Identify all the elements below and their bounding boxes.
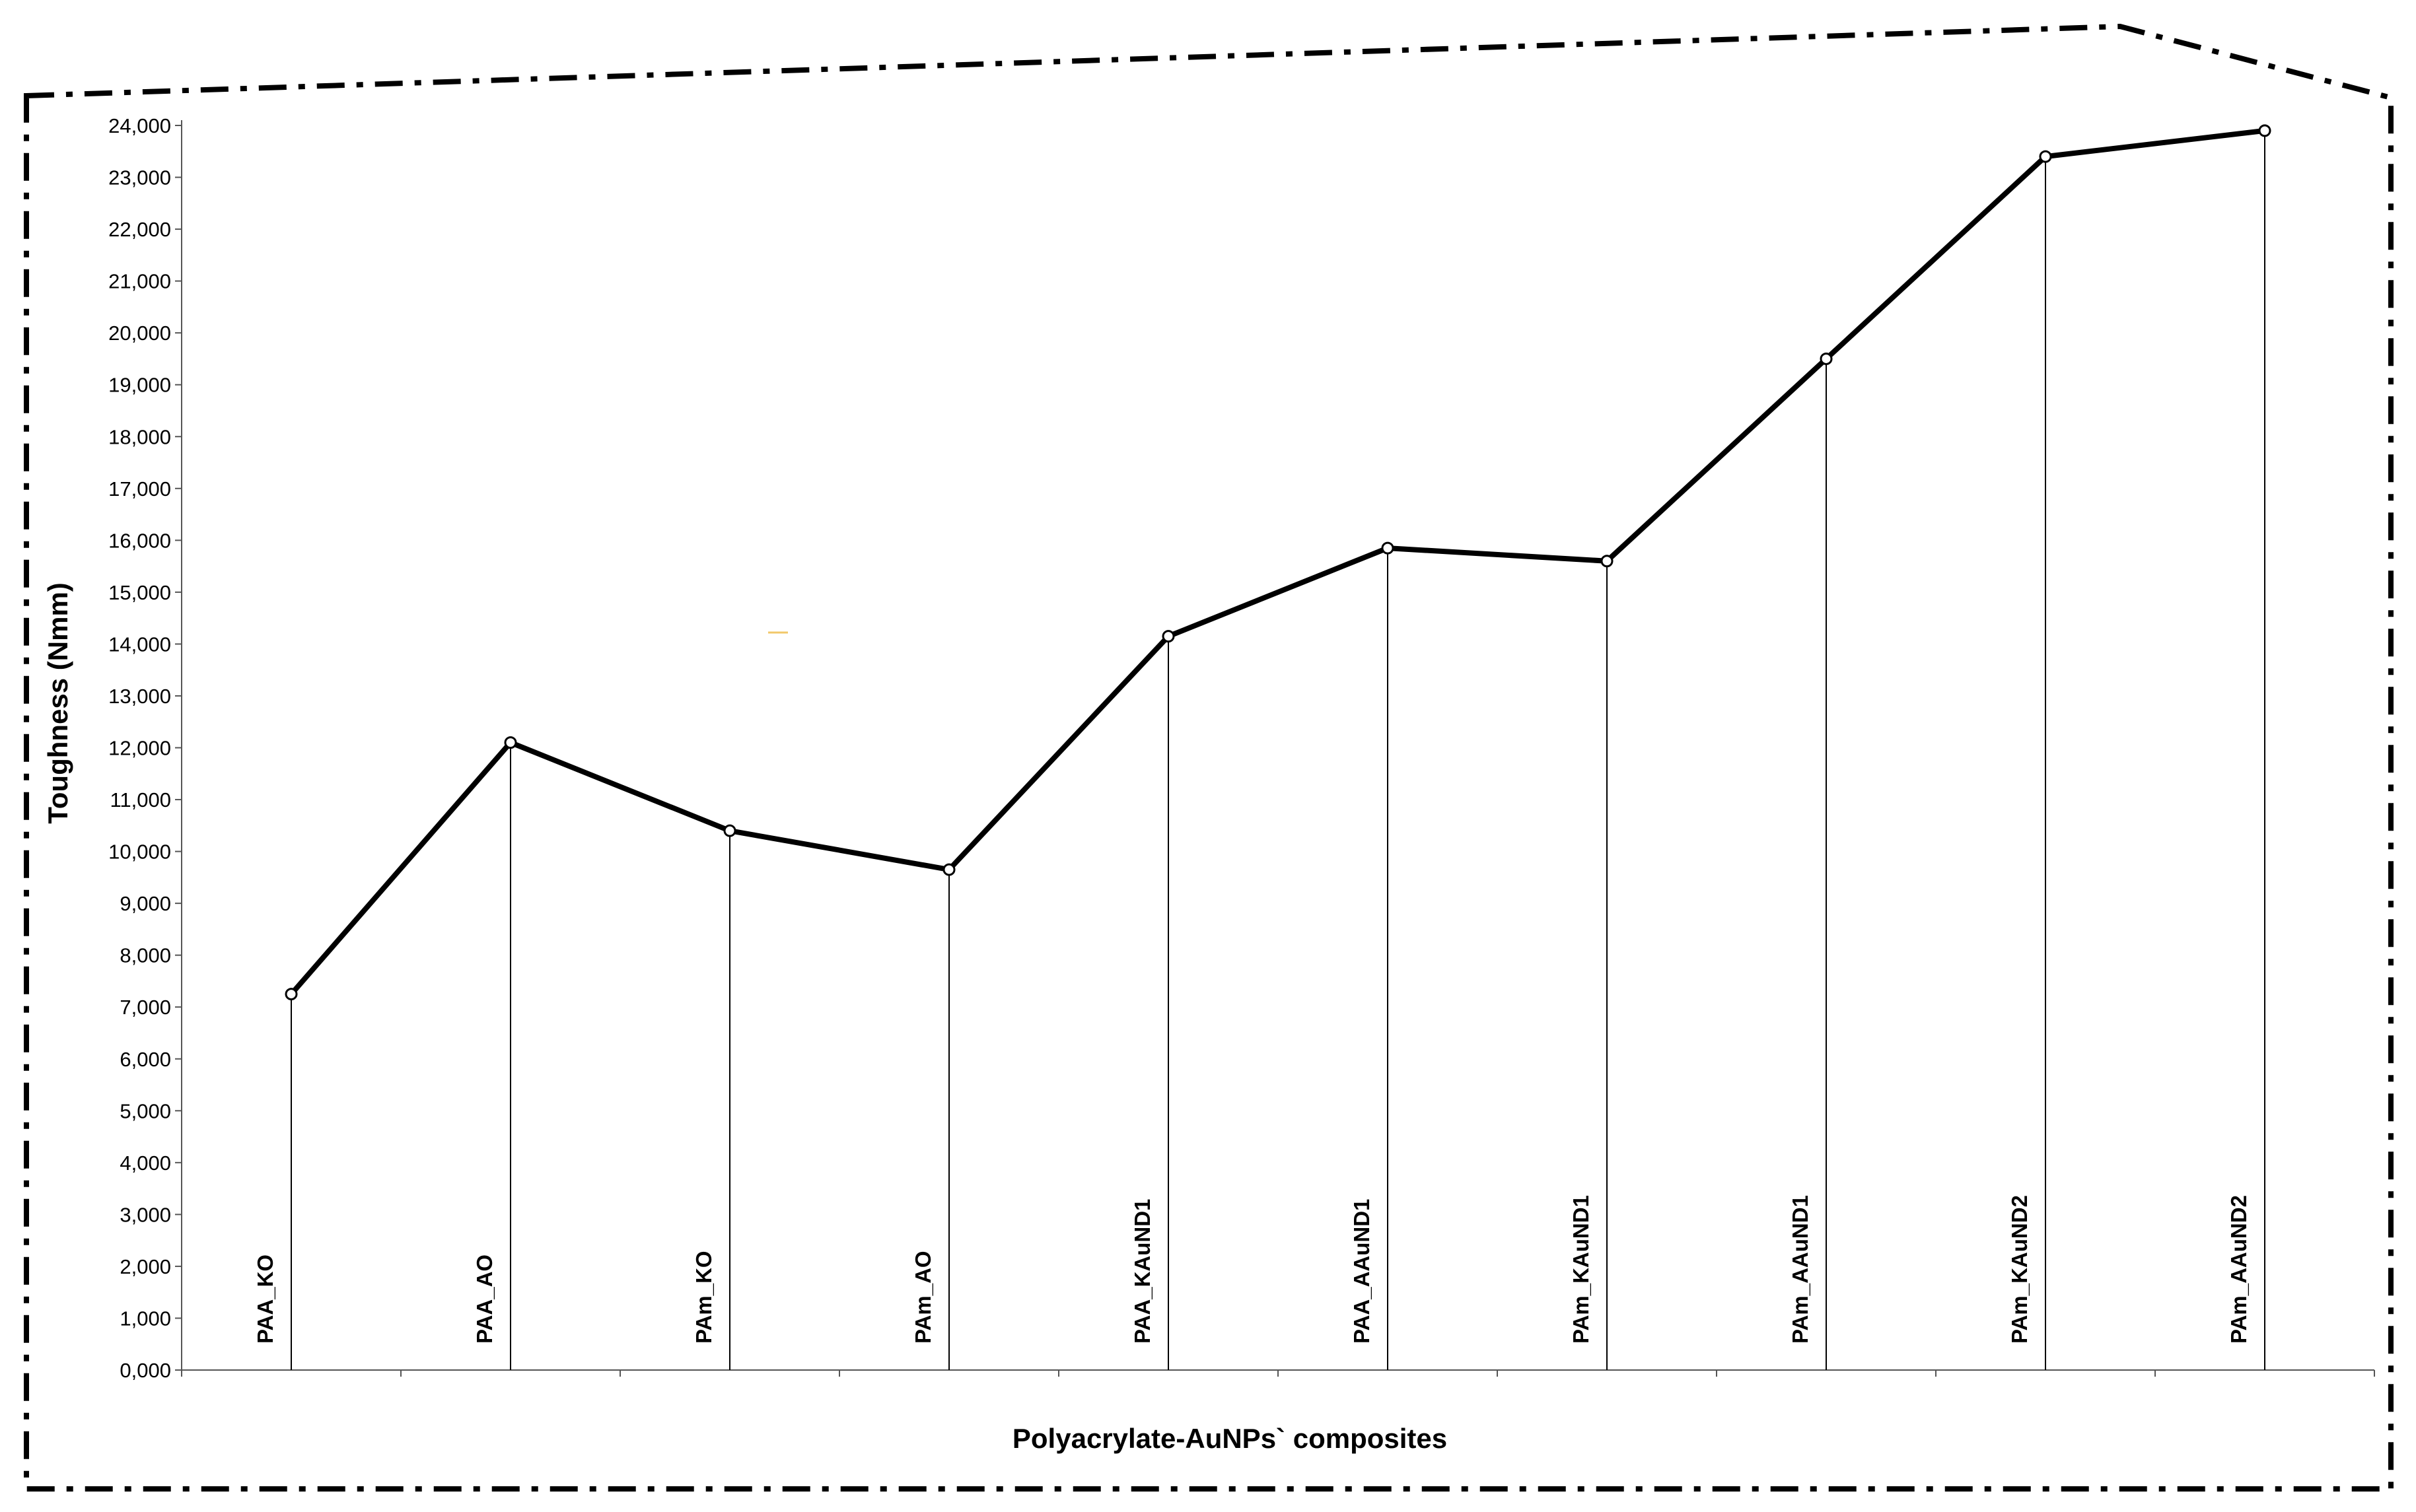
y-tick-label: 3,000 [120,1203,171,1226]
series-toughness [285,124,2271,1001]
y-tick-label: 1,000 [120,1307,171,1330]
y-tick-label: 6,000 [120,1048,171,1071]
y-tick-label: 11,000 [110,788,171,811]
category-label: PAm_KAuND1 [1569,1195,1593,1344]
data-point [285,988,298,1001]
x-axis [181,1369,2375,1377]
y-tick-label: 23,000 [108,166,171,189]
y-tick-label: 24,000 [108,114,171,137]
y-tick-label: 14,000 [108,633,171,656]
data-point [1162,630,1175,643]
category-label: PAm_AAuND2 [2226,1195,2251,1344]
y-tick-label: 8,000 [120,944,171,967]
y-tick-label: 18,000 [108,425,171,448]
y-tick-label: 12,000 [108,737,171,760]
category-label: PAm_AO [911,1251,935,1344]
y-tick-label: 15,000 [108,581,171,604]
y-tick-label: 7,000 [120,996,171,1019]
y-tick-label: 2,000 [120,1255,171,1278]
data-point [1600,555,1614,568]
data-point [723,824,736,837]
category-label: PAm_AAuND1 [1788,1195,1812,1344]
category-label: PAm_KAuND2 [2007,1195,2032,1344]
category-label: PAA_KAuND1 [1130,1199,1155,1344]
y-tick-label: 16,000 [108,529,171,552]
dash-dot-frame [24,23,2394,1492]
category-label: PAm_KO [692,1251,716,1344]
y-tick-label: 9,000 [120,892,171,915]
y-tick-label: 21,000 [108,270,171,293]
data-point [504,736,517,749]
data-point [1381,541,1394,555]
data-point [2039,150,2052,163]
y-tick-label: 4,000 [120,1151,171,1175]
y-axis: 0,000 1,000 2,000 3,000 4,000 5,000 6,000 7,000… [108,114,182,1382]
y-axis-title: Toughness (Nmm) [42,582,73,824]
drop-lines [291,130,2265,1370]
data-point [1820,352,1833,365]
y-tick-label: 17,000 [108,477,171,500]
category-label: PAA_AO [472,1254,497,1344]
y-tick-label: 20,000 [108,322,171,345]
series-line [289,127,2265,996]
y-tick-label: 13,000 [108,685,171,708]
x-axis-title: Polyacrylate-AuNPs` composites [1013,1423,1447,1454]
data-point [942,863,956,876]
category-labels: PAA_KO PAA_AO PAm_KO PAm_AO PAA_KAuND1 PAA_AA… [253,1195,2251,1344]
category-label: PAA_KO [253,1254,277,1344]
category-label: PAA_AAuND1 [1349,1199,1374,1344]
y-tick-label: 10,000 [108,841,171,864]
y-tick-label: 5,000 [120,1099,171,1122]
y-tick-label: 22,000 [108,218,171,241]
y-tick-label: 0,000 [120,1359,171,1382]
data-point [2258,124,2271,137]
y-tick-label: 19,000 [108,374,171,397]
